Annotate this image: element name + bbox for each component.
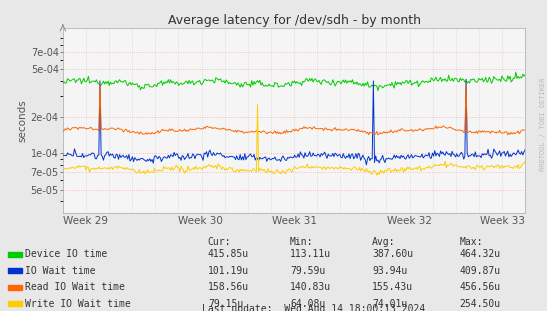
Text: Cur:: Cur: [208,237,231,247]
Text: 101.19u: 101.19u [208,266,249,276]
Text: Last update:  Wed Aug 14 18:00:13 2024: Last update: Wed Aug 14 18:00:13 2024 [202,304,426,311]
Text: Week 32: Week 32 [387,216,432,226]
Y-axis label: seconds: seconds [18,99,28,142]
Text: IO Wait time: IO Wait time [25,266,95,276]
Text: 456.56u: 456.56u [459,282,501,292]
Text: 74.01u: 74.01u [372,299,407,309]
Text: 79.15u: 79.15u [208,299,243,309]
Text: 254.50u: 254.50u [459,299,501,309]
Text: Write IO Wait time: Write IO Wait time [25,299,130,309]
Text: RRDTOOL / TOBI OETIKER: RRDTOOL / TOBI OETIKER [540,78,546,171]
Text: 387.60u: 387.60u [372,249,413,259]
Bar [8,268,22,273]
Text: 158.56u: 158.56u [208,282,249,292]
Text: 155.43u: 155.43u [372,282,413,292]
Bar [8,285,22,290]
Text: 113.11u: 113.11u [290,249,331,259]
Text: Week 30: Week 30 [178,216,223,226]
Text: 140.83u: 140.83u [290,282,331,292]
Text: Min:: Min: [290,237,313,247]
Text: Read IO Wait time: Read IO Wait time [25,282,125,292]
Text: Device IO time: Device IO time [25,249,107,259]
Text: 409.87u: 409.87u [459,266,501,276]
Text: Avg:: Avg: [372,237,395,247]
Bar [8,301,22,306]
Text: 64.08u: 64.08u [290,299,325,309]
Text: 79.59u: 79.59u [290,266,325,276]
Text: 464.32u: 464.32u [459,249,501,259]
Title: Average latency for /dev/sdh - by month: Average latency for /dev/sdh - by month [167,14,421,27]
Text: Week 31: Week 31 [271,216,317,226]
Text: Week 29: Week 29 [63,216,108,226]
Text: 415.85u: 415.85u [208,249,249,259]
Bar [8,252,22,257]
Text: 93.94u: 93.94u [372,266,407,276]
Text: Week 33: Week 33 [480,216,525,226]
Text: Max:: Max: [459,237,483,247]
